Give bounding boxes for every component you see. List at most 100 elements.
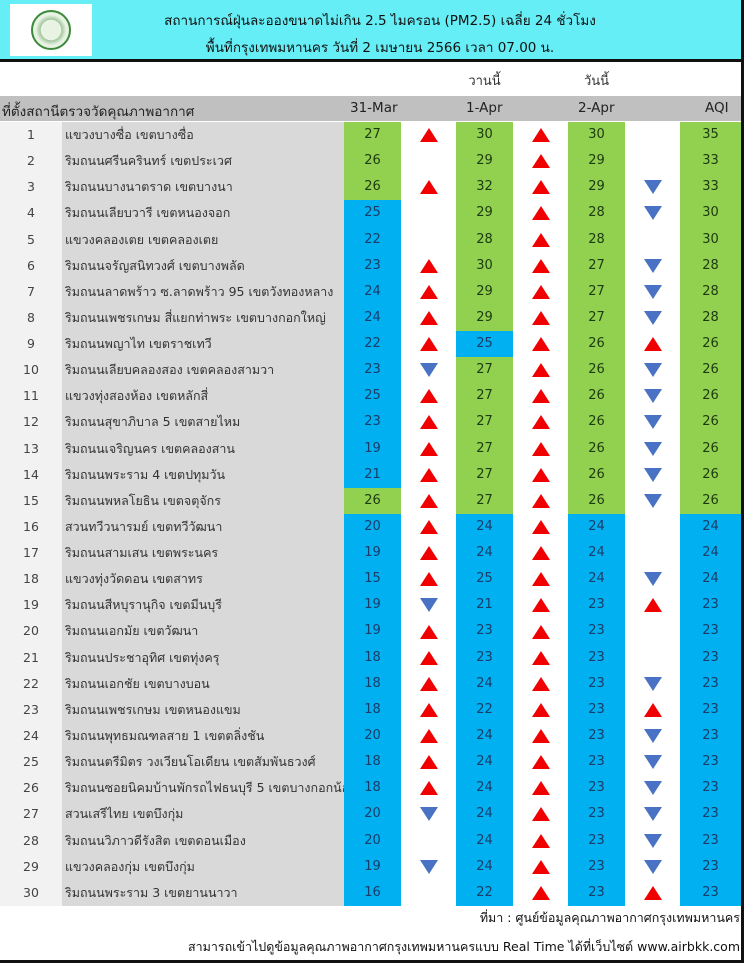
date2-value: 23 <box>456 644 513 671</box>
trend-cell <box>625 566 680 592</box>
date3-value: 27 <box>568 252 625 279</box>
station-name: ริมถนนศรีนครินทร์ เขตประเวศ <box>62 148 344 175</box>
station-name: ริมถนนพหลโยธิน เขตจตุจักร <box>62 487 344 514</box>
station-name: ริมถนนจรัญสนิทวงศ์ เขตบางพลัด <box>62 252 344 279</box>
trend-cell <box>401 488 456 514</box>
date2-value: 22 <box>456 879 513 906</box>
station-name: ริมถนนพญาไท เขตราชเทวี <box>62 331 344 358</box>
trend-cell <box>401 540 456 566</box>
table-row: 12 ริมถนนสุขาภิบาล 5 เขตสายไหม 23 27 26 26 <box>0 409 741 436</box>
station-number: 2 <box>0 148 62 175</box>
station-number: 8 <box>0 304 62 332</box>
station-number: 1 <box>0 122 62 149</box>
station-number: 14 <box>0 461 62 488</box>
trend-up-icon <box>531 232 550 247</box>
station-name: ริมถนนสุขาภิบาล 5 เขตสายไหม <box>62 409 344 436</box>
station-number: 22 <box>0 670 62 697</box>
report-title: สถานการณ์ฝุ่นละอองขนาดไม่เกิน 2.5 ไมครอน… <box>164 13 596 29</box>
trend-down-icon <box>643 206 662 221</box>
station-name: ริมถนนเลียบคลองสอง เขตคลองสามวา <box>62 357 344 384</box>
trend-up-icon <box>531 598 550 613</box>
trend-up-icon <box>419 128 438 143</box>
table-row: 17 ริมถนนสามเสน เขตพระนคร 19 24 24 24 <box>0 540 741 567</box>
date3-value: 23 <box>568 801 625 828</box>
trend-down-icon <box>643 258 662 273</box>
aqi-value: 26 <box>680 383 741 410</box>
aqi-value: 23 <box>680 644 741 671</box>
trend-cell <box>513 279 568 305</box>
trend-up-icon <box>643 885 662 900</box>
trend-cell <box>513 540 568 566</box>
trend-cell <box>401 514 456 540</box>
aqi-value: 33 <box>680 148 741 175</box>
date1-value: 18 <box>344 670 401 697</box>
table-row: 15 ริมถนนพหลโยธิน เขตจตุจักร 26 27 26 26 <box>0 487 741 514</box>
station-number: 26 <box>0 775 62 802</box>
aqi-value: 26 <box>680 435 741 462</box>
trend-cell <box>625 174 680 200</box>
trend-up-icon <box>419 729 438 744</box>
station-name: ริมถนนเจริญนคร เขตคลองสาน <box>62 435 344 462</box>
trend-up-icon <box>643 337 662 352</box>
date1-value: 15 <box>344 566 401 593</box>
date2-value: 27 <box>456 409 513 436</box>
date1-value: 22 <box>344 226 401 253</box>
trend-cell <box>513 723 568 749</box>
station-number: 21 <box>0 644 62 671</box>
trend-up-icon <box>419 180 438 195</box>
table-row: 18 แขวงทุ่งวัดดอน เขตสาทร 15 25 24 24 <box>0 566 741 593</box>
trend-cell <box>513 488 568 514</box>
trend-cell <box>513 671 568 697</box>
trend-down-icon <box>643 676 662 691</box>
station-number: 18 <box>0 566 62 593</box>
station-number: 12 <box>0 409 62 436</box>
station-name: ริมถนนลาดพร้าว ซ.ลาดพร้าว 95 เขตวังทองหล… <box>62 278 344 305</box>
trend-down-icon <box>643 781 662 796</box>
date1-value: 19 <box>344 853 401 880</box>
trend-cell <box>401 279 456 305</box>
date3-value: 23 <box>568 827 625 854</box>
date2-value: 24 <box>456 827 513 854</box>
aqi-value: 33 <box>680 174 741 201</box>
trend-down-icon <box>643 859 662 874</box>
trend-cell <box>401 749 456 775</box>
date3-value: 28 <box>568 226 625 253</box>
table-row: 29 แขวงคลองกุ่ม เขตบึงกุ่ม 19 24 23 23 <box>0 853 741 880</box>
trend-cell <box>401 645 456 671</box>
station-number: 5 <box>0 226 62 253</box>
trend-cell <box>513 305 568 331</box>
station-name: ริมถนนเลียบวารี เขตหนองจอก <box>62 200 344 227</box>
date3-value: 27 <box>568 304 625 332</box>
trend-cell <box>625 462 680 488</box>
trend-cell <box>401 122 456 148</box>
trend-up-icon <box>531 363 550 378</box>
trend-up-icon <box>531 650 550 665</box>
station-number: 10 <box>0 357 62 384</box>
date3-value: 23 <box>568 592 625 619</box>
trend-up-icon <box>419 676 438 691</box>
station-name: แขวงทุ่งสองห้อง เขตหลักสี่ <box>62 383 344 410</box>
station-name: ริมถนนสีหบุรานุกิจ เขตมีนบุรี <box>62 592 344 619</box>
date2-value: 28 <box>456 226 513 253</box>
date2-value: 29 <box>456 278 513 305</box>
table-row: 2 ริมถนนศรีนครินทร์ เขตประเวศ 26 29 29 33 <box>0 148 741 175</box>
trend-cell <box>401 409 456 435</box>
station-name: แขวงคลองเตย เขตคลองเตย <box>62 226 344 253</box>
trend-down-icon <box>643 180 662 195</box>
station-number: 7 <box>0 278 62 305</box>
date1-value: 18 <box>344 644 401 671</box>
trend-cell <box>401 462 456 488</box>
date2-value: 27 <box>456 357 513 384</box>
trend-cell <box>625 253 680 279</box>
date2-value: 23 <box>456 618 513 645</box>
trend-up-icon <box>643 598 662 613</box>
trend-down-icon <box>643 284 662 299</box>
date3-value: 26 <box>568 461 625 488</box>
today-label: วันนี้ <box>583 74 610 89</box>
trend-cell <box>513 801 568 827</box>
trend-down-icon <box>643 310 662 325</box>
trend-up-icon <box>419 755 438 770</box>
date1-value: 20 <box>344 801 401 828</box>
table-row: 16 สวนทวีวนารมย์ เขตทวีวัฒนา 20 24 24 24 <box>0 513 741 541</box>
trend-cell <box>513 383 568 409</box>
